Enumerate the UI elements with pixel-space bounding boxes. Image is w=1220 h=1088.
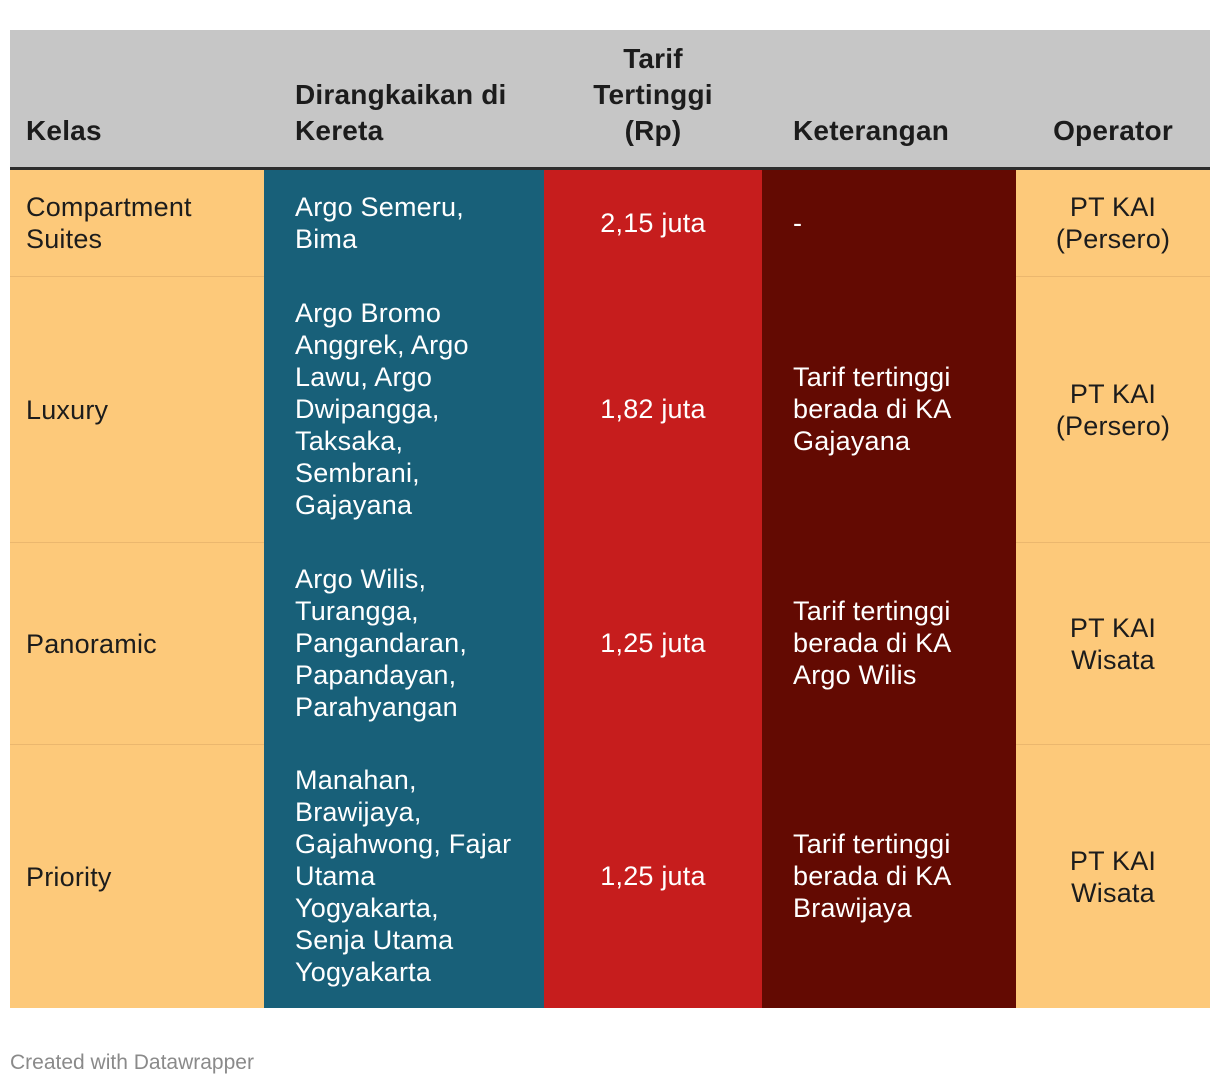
kelas-text: Panoramic xyxy=(26,628,157,659)
keterangan-text: Tarif tertinggi berada di KA Gajayana xyxy=(793,362,952,456)
cell-tarif: 2,15 juta xyxy=(544,170,762,276)
cell-tarif: 1,25 juta xyxy=(544,542,762,744)
cell-kereta: Argo Wilis, Turangga, Pangandaran, Papan… xyxy=(264,542,544,744)
header-kereta: Dirangkaikan di Kereta xyxy=(264,30,544,170)
kereta-text: Argo Bromo Anggrek, Argo Lawu, Argo Dwip… xyxy=(295,298,469,520)
cell-operator: PT KAI (Persero) xyxy=(1016,276,1210,542)
cell-tarif: 1,25 juta xyxy=(544,744,762,1008)
cell-operator: PT KAI Wisata xyxy=(1016,542,1210,744)
operator-text: PT KAI Wisata xyxy=(1069,612,1157,675)
cell-kelas: Luxury xyxy=(10,276,264,542)
tarif-text: 1,25 juta xyxy=(600,628,706,658)
header-operator-label: Operator xyxy=(1053,115,1173,146)
cell-keterangan: - xyxy=(762,170,1016,276)
cell-keterangan: Tarif tertinggi berada di KA Argo Wilis xyxy=(762,542,1016,744)
cell-kelas: Compartment Suites xyxy=(10,170,264,276)
cell-kelas: Priority xyxy=(10,744,264,1008)
header-operator: Operator xyxy=(1016,30,1210,170)
tarif-text: 1,25 juta xyxy=(600,861,706,891)
cell-keterangan: Tarif tertinggi berada di KA Gajayana xyxy=(762,276,1016,542)
header-keterangan: Keterangan xyxy=(762,30,1016,170)
tarif-text: 2,15 juta xyxy=(600,208,706,238)
cell-kereta: Argo Bromo Anggrek, Argo Lawu, Argo Dwip… xyxy=(264,276,544,542)
cell-kereta: Manahan, Brawijaya, Gajahwong, Fajar Uta… xyxy=(264,744,544,1008)
header-tarif-label: Tarif Tertinggi (Rp) xyxy=(593,43,713,146)
operator-text: PT KAI (Persero) xyxy=(1055,378,1171,441)
cell-kelas: Panoramic xyxy=(10,542,264,744)
fare-table: Kelas Dirangkaikan di Kereta Tarif Terti… xyxy=(10,30,1210,1008)
header-kelas: Kelas xyxy=(10,30,264,170)
kelas-text: Priority xyxy=(26,861,112,892)
operator-text: PT KAI Wisata xyxy=(1069,845,1157,908)
cell-keterangan: Tarif tertinggi berada di KA Brawijaya xyxy=(762,744,1016,1008)
keterangan-text: - xyxy=(793,208,803,238)
keterangan-text: Tarif tertinggi berada di KA Brawijaya xyxy=(793,829,952,923)
datawrapper-credit[interactable]: Created with Datawrapper xyxy=(10,1051,254,1074)
cell-operator: PT KAI (Persero) xyxy=(1016,170,1210,276)
kelas-text: Luxury xyxy=(26,394,109,425)
header-kereta-label: Dirangkaikan di Kereta xyxy=(295,79,507,146)
cell-tarif: 1,82 juta xyxy=(544,276,762,542)
header-keterangan-label: Keterangan xyxy=(793,115,950,146)
kelas-text: Compartment Suites xyxy=(26,192,192,254)
header-tarif: Tarif Tertinggi (Rp) xyxy=(544,30,762,170)
keterangan-text: Tarif tertinggi berada di KA Argo Wilis xyxy=(793,596,952,690)
cell-operator: PT KAI Wisata xyxy=(1016,744,1210,1008)
tarif-text: 1,82 juta xyxy=(600,394,706,424)
operator-text: PT KAI (Persero) xyxy=(1055,192,1171,254)
header-kelas-label: Kelas xyxy=(26,115,102,146)
cell-kereta: Argo Semeru, Bima xyxy=(264,170,544,276)
kereta-text: Argo Semeru, Bima xyxy=(295,192,464,254)
kereta-text: Manahan, Brawijaya, Gajahwong, Fajar Uta… xyxy=(295,765,512,987)
kereta-text: Argo Wilis, Turangga, Pangandaran, Papan… xyxy=(295,564,468,722)
